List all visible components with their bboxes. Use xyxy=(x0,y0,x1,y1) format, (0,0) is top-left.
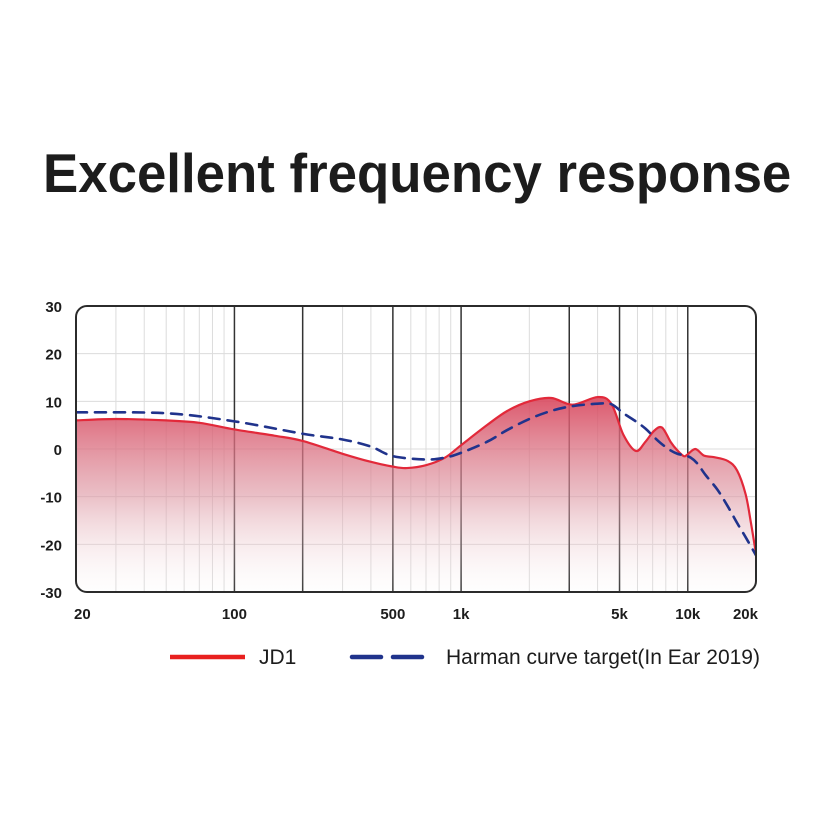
svg-text:Harman curve target(In Ear 201: Harman curve target(In Ear 2019) xyxy=(446,646,760,669)
svg-text:20: 20 xyxy=(74,606,91,623)
svg-text:-10: -10 xyxy=(40,490,62,507)
svg-text:20k: 20k xyxy=(733,606,759,623)
svg-text:30: 30 xyxy=(45,299,62,316)
svg-text:20: 20 xyxy=(45,347,62,364)
svg-text:-20: -20 xyxy=(40,537,62,554)
svg-text:500: 500 xyxy=(380,606,405,623)
svg-text:JD1: JD1 xyxy=(259,646,296,669)
svg-text:-30: -30 xyxy=(40,585,62,602)
svg-text:5k: 5k xyxy=(611,606,628,623)
svg-text:10: 10 xyxy=(45,394,62,411)
svg-text:0: 0 xyxy=(54,442,62,459)
svg-text:10k: 10k xyxy=(675,606,701,623)
svg-text:1k: 1k xyxy=(453,606,470,623)
svg-text:100: 100 xyxy=(222,606,247,623)
